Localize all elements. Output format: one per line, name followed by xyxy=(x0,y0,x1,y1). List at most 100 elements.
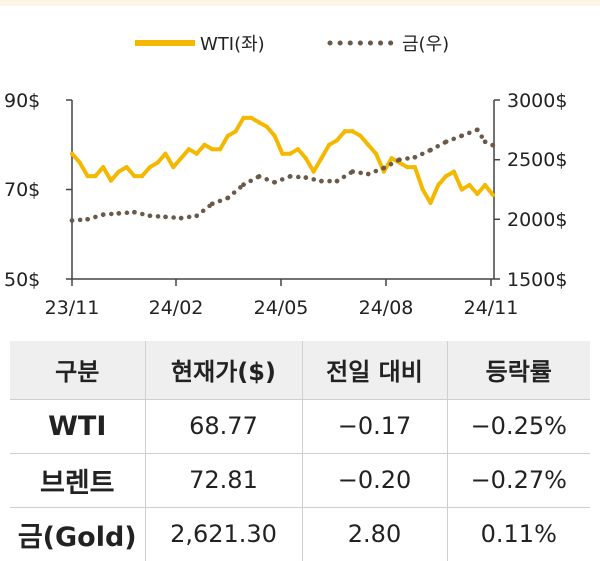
wti-line-segment xyxy=(218,133,230,152)
wti-data-point xyxy=(70,151,74,156)
wti-data-point xyxy=(405,165,410,170)
gold-line-segment xyxy=(241,174,262,187)
gold-data-point xyxy=(490,142,496,148)
table-row: WTI 68.77 −0.17 −0.25% xyxy=(10,399,590,453)
wti-data-point xyxy=(358,133,363,138)
gold-data-point xyxy=(210,201,215,207)
x-tick-label-24-02: 24/02 xyxy=(149,297,204,319)
gold-data-point xyxy=(459,133,465,139)
wti-line-segment xyxy=(163,151,176,170)
gold-data-point xyxy=(287,174,293,179)
gold-data-point xyxy=(319,178,324,184)
y-right-tick-label-3000: 3000$ xyxy=(507,90,567,112)
gold-line-segment xyxy=(412,147,433,160)
row-label-brent: 브렌트 xyxy=(39,467,115,499)
gold-line-segment xyxy=(132,209,153,219)
gold-data-point xyxy=(334,178,340,184)
wti-data-point xyxy=(257,120,262,125)
y-right-tick-label-2500: 2500$ xyxy=(507,149,567,171)
wti-data-point xyxy=(412,165,417,170)
column-header-change-rate: 등락률 xyxy=(446,341,590,399)
gold-data-point xyxy=(225,195,231,201)
gold-line-segment xyxy=(303,175,324,184)
wti-line-segment xyxy=(420,187,433,205)
wti-line-segment xyxy=(483,183,495,197)
gold-data-point xyxy=(412,155,418,160)
gold-data-point xyxy=(381,165,387,171)
gold-data-point xyxy=(365,171,371,177)
wti-data-point xyxy=(124,165,129,170)
gold-line-segment xyxy=(334,169,355,184)
gold-data-point xyxy=(443,139,449,145)
gold-data-point xyxy=(272,180,277,185)
y-left-tick-label-70: 70$ xyxy=(4,179,40,201)
wti-data-point xyxy=(475,192,480,196)
gold-line-segment xyxy=(381,157,402,171)
wti-line-segment xyxy=(311,156,324,174)
column-header-category: 구분 xyxy=(55,358,100,387)
wti-data-point xyxy=(77,160,82,165)
gold-data-point xyxy=(241,182,246,187)
column-header-current-price: 현재가($) xyxy=(144,341,302,399)
gold-data-point xyxy=(428,147,433,153)
wti-data-point xyxy=(249,115,254,120)
x-tick-label-24-11: 24/11 xyxy=(464,297,519,319)
wti-data-point xyxy=(163,151,168,156)
wti-data-point xyxy=(335,138,339,143)
series-wti xyxy=(70,115,495,205)
wti-data-point xyxy=(93,174,98,179)
wti-line-segment xyxy=(101,165,113,183)
plot-area xyxy=(69,115,496,223)
wti-data-point xyxy=(225,133,230,138)
cell-daily-change: −0.20 xyxy=(301,453,447,507)
wti-data-point xyxy=(272,133,277,138)
gold-line-segment xyxy=(365,165,387,177)
wti-data-point xyxy=(490,193,495,197)
gold-line-segment xyxy=(272,174,293,185)
table-row: 브렌트 72.81 −0.20 −0.27% xyxy=(10,453,590,507)
dual-axis-line-chart: WTI(좌) 금(우) 90$ 70$ 50$ 3000$ 2500$ xyxy=(4,34,567,319)
wti-data-point xyxy=(194,151,199,156)
wti-data-point xyxy=(179,156,184,161)
gold-line-segment xyxy=(397,155,418,162)
wti-data-point xyxy=(264,124,269,129)
gold-data-point xyxy=(132,209,137,215)
chart-legend: WTI(좌) 금(우) xyxy=(135,34,449,55)
chart-axes: 90$ 70$ 50$ 3000$ 2500$ 2000$ 1500$ 23/1… xyxy=(4,90,567,319)
wti-data-point xyxy=(210,147,215,152)
gold-line-segment xyxy=(163,214,184,221)
gold-line-segment xyxy=(256,174,277,185)
wti-data-point xyxy=(374,151,378,156)
gold-data-point xyxy=(178,215,184,221)
legend-label-gold: 금(우) xyxy=(402,34,449,55)
wti-data-point xyxy=(342,129,347,134)
row-label-wti: WTI xyxy=(48,410,107,442)
wti-data-point xyxy=(366,142,371,147)
wti-data-point xyxy=(327,142,332,147)
wti-data-point xyxy=(101,165,106,170)
wti-data-point xyxy=(483,183,488,187)
gold-line-segment xyxy=(475,127,488,145)
gold-data-point xyxy=(116,211,122,216)
gold-data-point xyxy=(85,217,90,222)
gold-line-segment xyxy=(147,213,168,220)
gold-data-point xyxy=(350,169,355,174)
wti-data-point xyxy=(202,142,207,147)
gold-line-segment xyxy=(459,127,480,139)
gold-data-point xyxy=(194,213,199,219)
wti-data-point xyxy=(303,156,308,161)
gold-data-point xyxy=(303,175,309,180)
gold-line-segment xyxy=(428,139,449,153)
y-left-tick-label-90: 90$ xyxy=(4,90,40,112)
column-header-daily-change: 전일 대비 xyxy=(301,341,447,399)
wti-line-segment xyxy=(233,115,246,134)
gold-data-point xyxy=(475,127,480,133)
wti-data-point xyxy=(109,178,113,183)
cell-current-price: 72.81 xyxy=(144,453,302,507)
wti-data-point xyxy=(132,174,137,179)
wti-line-segment xyxy=(412,165,425,192)
gold-data-point xyxy=(69,218,75,223)
wti-data-point xyxy=(381,169,386,174)
cell-current-price: 2,621.30 xyxy=(144,507,302,561)
